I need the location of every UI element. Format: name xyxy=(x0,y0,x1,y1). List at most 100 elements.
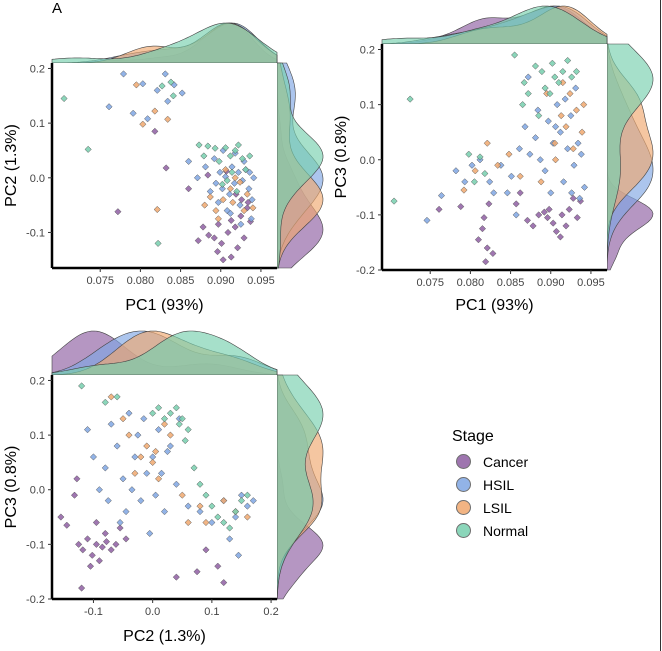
point-hsil xyxy=(185,157,193,165)
point-normal xyxy=(149,409,157,417)
point-hsil xyxy=(125,409,133,417)
point-hsil xyxy=(128,486,136,494)
point-hsil xyxy=(423,216,431,224)
point-hsil xyxy=(212,179,220,187)
point-lsil xyxy=(220,497,228,505)
legend-label: Normal xyxy=(483,522,529,539)
point-normal xyxy=(226,152,234,160)
point-hsil xyxy=(164,97,172,105)
point-normal xyxy=(155,404,163,412)
y-tick-label: 0.0 xyxy=(360,155,375,167)
point-cancer xyxy=(220,579,228,587)
legend-swatch xyxy=(456,454,471,469)
point-normal xyxy=(169,92,177,100)
point-lsil xyxy=(471,167,479,175)
x-tick-label: -0.1 xyxy=(84,606,103,618)
point-hsil xyxy=(234,551,243,559)
y-tick-label: -0.2 xyxy=(356,265,375,277)
point-cancer xyxy=(523,216,531,224)
legend-swatch xyxy=(456,500,471,515)
point-hsil xyxy=(512,211,520,219)
point-normal xyxy=(237,497,246,505)
point-normal xyxy=(406,95,414,103)
point-lsil xyxy=(222,166,230,174)
point-cancer xyxy=(202,546,210,554)
point-cancer xyxy=(556,233,564,241)
point-lsil xyxy=(206,193,214,201)
point-hsil xyxy=(247,215,255,223)
point-cancer xyxy=(79,546,87,554)
point-lsil xyxy=(137,453,145,461)
point-cancer xyxy=(194,237,202,245)
plot-panel xyxy=(382,44,607,270)
point-hsil xyxy=(536,156,544,164)
point-normal xyxy=(202,491,210,499)
point-normal xyxy=(154,239,162,247)
point-lsil xyxy=(578,128,586,136)
point-normal xyxy=(113,393,121,401)
point-lsil xyxy=(143,442,151,450)
point-lsil xyxy=(212,207,220,215)
point-normal xyxy=(559,68,567,76)
point-hsil xyxy=(144,115,152,123)
point-hsil xyxy=(107,420,115,428)
point-cancer xyxy=(63,521,71,529)
point-hsil xyxy=(572,84,580,92)
legend-label: HSIL xyxy=(483,476,515,493)
plot-panel xyxy=(52,375,277,599)
point-hsil xyxy=(234,168,242,176)
point-normal xyxy=(158,82,166,90)
density-normal xyxy=(276,62,324,269)
point-normal xyxy=(551,73,559,81)
point-hsil xyxy=(564,145,572,153)
right-marginal-density xyxy=(276,62,324,269)
y-axis-title: PC2 (1.3%) xyxy=(3,124,20,207)
point-cancer xyxy=(112,540,120,548)
point-hsil xyxy=(547,189,555,197)
legend-swatch xyxy=(456,523,471,538)
point-cancer xyxy=(98,543,106,551)
point-cancer xyxy=(231,223,239,231)
point-lsil xyxy=(184,518,192,527)
point-normal xyxy=(200,152,208,160)
x-axis-title: PC1 (93%) xyxy=(125,297,203,314)
y-tick-label: -0.1 xyxy=(356,210,375,222)
point-lsil xyxy=(516,172,524,180)
point-normal xyxy=(166,409,174,417)
point-hsil xyxy=(521,123,529,131)
point-lsil xyxy=(214,215,222,223)
point-hsil xyxy=(153,86,161,94)
point-lsil xyxy=(243,513,251,521)
legend-item-normal: Normal xyxy=(452,519,528,542)
point-cancer xyxy=(474,236,482,244)
point-normal xyxy=(196,480,204,488)
point-cancer xyxy=(489,249,497,258)
point-hsil xyxy=(531,134,540,142)
point-lsil xyxy=(201,201,209,209)
point-hsil xyxy=(567,112,575,120)
legend-swatch xyxy=(456,477,471,492)
point-hsil xyxy=(214,198,222,206)
point-hsil xyxy=(184,502,192,510)
plot-panel xyxy=(52,63,277,268)
point-hsil xyxy=(157,469,166,477)
point-cancer xyxy=(214,562,222,570)
point-hsil xyxy=(236,201,244,209)
point-hsil xyxy=(561,95,569,103)
y-axis-title: PC3 (0.8%) xyxy=(333,116,350,199)
point-normal xyxy=(238,155,246,163)
point-hsil xyxy=(574,139,582,147)
density-normal xyxy=(276,374,324,600)
point-hsil xyxy=(250,174,258,182)
point-lsil xyxy=(149,458,157,466)
point-cancer xyxy=(529,222,537,230)
points xyxy=(60,70,258,264)
point-hsil xyxy=(196,508,204,516)
point-cancer xyxy=(240,234,248,242)
point-lsil xyxy=(202,518,210,527)
point-hsil xyxy=(249,497,257,505)
point-lsil xyxy=(125,431,133,439)
legend-item-hsil: HSIL xyxy=(452,473,528,496)
point-cancer xyxy=(185,185,193,193)
point-normal xyxy=(190,464,198,472)
